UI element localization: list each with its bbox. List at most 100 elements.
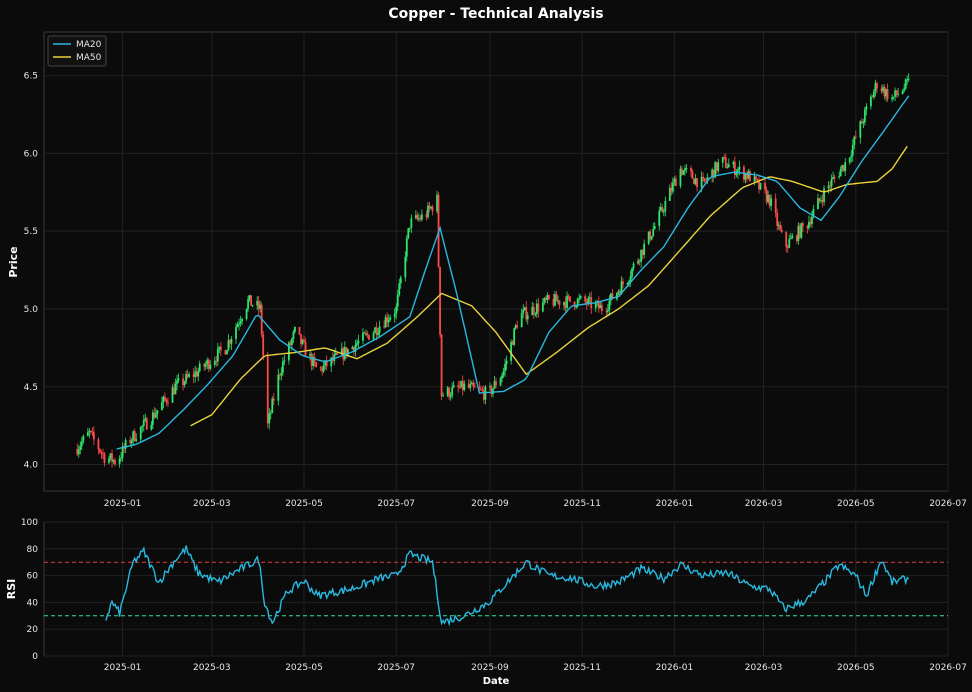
candle-body — [372, 332, 375, 340]
candle-body — [544, 298, 547, 300]
price-y-tick-label: 4.5 — [24, 383, 38, 393]
candle-body — [269, 412, 272, 414]
candle-body — [780, 229, 783, 233]
candle-body — [407, 228, 410, 238]
candle-body — [378, 326, 381, 333]
rsi-x-axis: 2025-01 2025-03 2025-05 2025-07 2025-09 2025-… — [104, 663, 967, 673]
candle-body — [346, 349, 349, 356]
candle-body — [410, 218, 413, 228]
candle-body — [442, 395, 444, 397]
candle-body — [594, 303, 597, 309]
candle-body — [399, 277, 402, 284]
candle-body — [206, 359, 209, 365]
candle-body — [135, 439, 138, 441]
candle-body — [301, 339, 304, 345]
rsi-x-tick-label: 2025-01 — [104, 663, 142, 673]
candle-body — [511, 341, 514, 345]
candle-body — [132, 431, 135, 441]
candle-body — [564, 302, 567, 308]
candle-body — [523, 307, 526, 310]
candle-body — [145, 418, 148, 430]
candle-body — [362, 332, 364, 341]
candle-body — [693, 178, 695, 185]
candle-body — [726, 167, 729, 169]
candle-body — [895, 90, 898, 95]
candle-body — [727, 164, 730, 168]
candle-body — [499, 378, 502, 386]
candle-body — [865, 106, 868, 110]
candle-body — [393, 313, 396, 318]
candle-body — [818, 198, 821, 201]
candle-body — [281, 361, 284, 373]
candle-body — [227, 340, 230, 351]
candle-body — [414, 215, 417, 219]
price-x-tick-label: 2025-05 — [285, 499, 323, 509]
candle-body — [162, 396, 165, 403]
candle-body — [324, 360, 327, 366]
candle-body — [585, 301, 588, 305]
candle-body — [322, 365, 325, 372]
candle-body — [520, 313, 523, 328]
candle-body — [684, 168, 686, 171]
candle-body — [821, 199, 824, 202]
candle-body — [860, 121, 863, 124]
candle-body — [848, 157, 851, 163]
candle-body — [192, 374, 195, 377]
candle-body — [891, 97, 893, 100]
candle-body — [177, 378, 180, 381]
candle-body — [203, 363, 206, 367]
candle-body — [130, 440, 133, 444]
candle-body — [425, 214, 428, 218]
candle-body — [219, 346, 222, 351]
candle-body — [871, 96, 874, 98]
candle-body — [611, 293, 614, 300]
candle-body — [377, 332, 379, 335]
price-x-axis: 2025-01 2025-03 2025-05 2025-07 2025-09 2025-… — [104, 499, 967, 509]
rsi-x-tick-label: 2025-07 — [377, 663, 415, 673]
candle-body — [404, 256, 407, 278]
candle-body — [829, 185, 831, 187]
candle-body — [80, 441, 83, 447]
candle-body — [430, 206, 432, 209]
candle-body — [333, 354, 336, 361]
candle-body — [674, 178, 677, 186]
candle-body — [470, 382, 473, 385]
candle-body — [817, 198, 819, 210]
candle-body — [198, 363, 201, 372]
candle-body — [563, 302, 565, 306]
candle-body — [626, 282, 629, 285]
price-y-tick-label: 6.5 — [24, 72, 38, 82]
candle-body — [897, 94, 900, 96]
candle-body — [599, 305, 602, 309]
candle-body — [229, 340, 231, 344]
candle-body — [174, 384, 177, 395]
price-plot-area — [43, 31, 949, 492]
candle-body — [215, 360, 218, 362]
candle-body — [501, 375, 503, 379]
candle-body — [405, 237, 408, 257]
price-x-tick-label: 2026-03 — [745, 499, 783, 509]
candle-body — [204, 364, 207, 367]
candle-body — [150, 424, 153, 430]
rsi-y-tick-label: 100 — [21, 518, 38, 528]
candle-body — [489, 386, 491, 388]
candle-body — [100, 452, 103, 454]
candle-body — [268, 413, 271, 424]
candle-body — [664, 200, 667, 212]
candle-body — [266, 355, 269, 424]
candle-body — [543, 298, 546, 303]
candle-body — [851, 144, 854, 156]
candle-body — [788, 239, 791, 248]
price-grid — [44, 32, 949, 491]
candle-body — [408, 227, 411, 229]
candle-body — [366, 333, 369, 336]
candle-body — [575, 306, 578, 308]
candle-body — [458, 387, 461, 389]
candle-body — [484, 386, 487, 400]
rsi-plot-area — [43, 521, 949, 657]
candle-body — [82, 435, 85, 442]
candle-body — [91, 431, 94, 433]
candle-body — [398, 283, 401, 295]
candle-body — [389, 317, 392, 320]
